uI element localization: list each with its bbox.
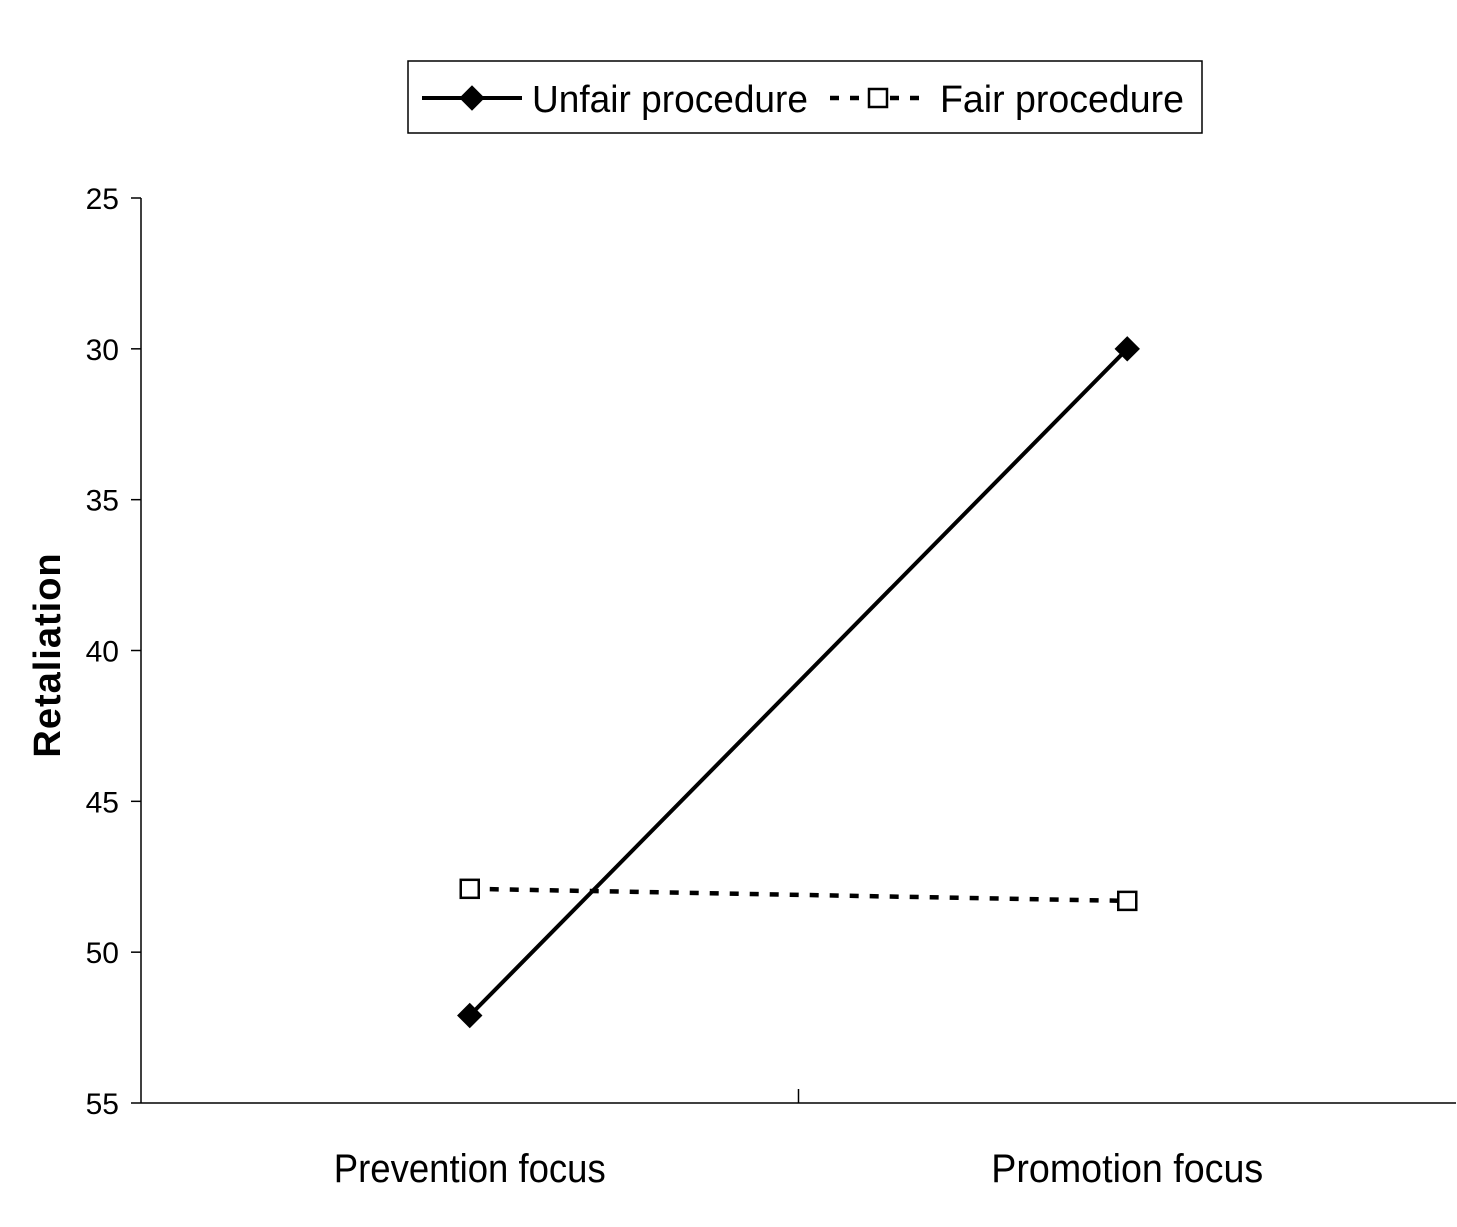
data-point-marker xyxy=(459,878,480,900)
y-tick-label: 55 xyxy=(86,1088,119,1121)
series-0 xyxy=(457,336,1140,1029)
legend-box xyxy=(407,60,1203,134)
x-category-label: Promotion focus xyxy=(991,1147,1263,1191)
legend: Unfair procedure Fair procedure xyxy=(407,60,1203,134)
y-axis-title: Retaliation xyxy=(27,552,69,757)
legend-marker-unfair xyxy=(459,85,485,111)
series-layer xyxy=(457,336,1140,1029)
data-point-marker xyxy=(457,1002,483,1029)
y-tick-label: 35 xyxy=(86,485,119,518)
data-point-marker xyxy=(1114,336,1140,362)
data-point-marker xyxy=(1117,890,1138,912)
y-ticks: 25 30 35 40 45 50 55 xyxy=(86,183,141,1121)
x-categories: Prevention focus Promotion focus xyxy=(334,1147,1264,1191)
legend-label: Unfair procedure xyxy=(532,79,808,121)
series-line xyxy=(468,347,1129,1017)
x-category-label: Prevention focus xyxy=(334,1147,606,1191)
y-tick-label: 25 xyxy=(86,183,119,216)
y-tick-label: 30 xyxy=(86,334,119,367)
series-1 xyxy=(459,878,1138,912)
chart-axes xyxy=(140,198,1456,1104)
y-tick-label: 45 xyxy=(86,786,119,819)
legend-label: Fair procedure xyxy=(940,79,1184,121)
y-tick-label: 40 xyxy=(86,636,119,669)
y-tick-label: 50 xyxy=(86,937,119,970)
legend-marker-fair xyxy=(867,87,889,109)
series-line xyxy=(469,886,1128,904)
